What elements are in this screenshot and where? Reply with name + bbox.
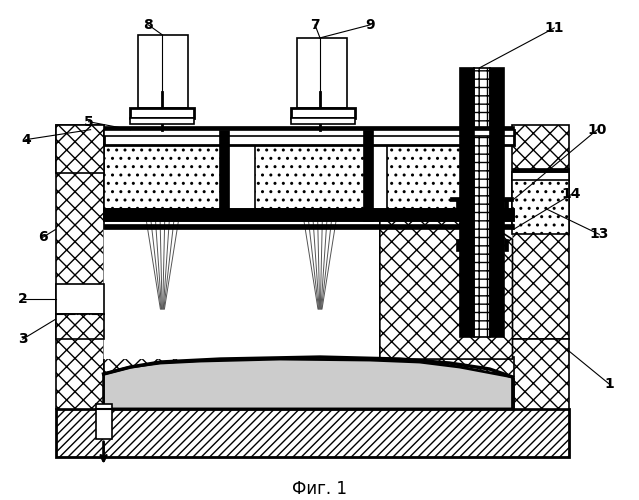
- Text: 13: 13: [590, 228, 609, 241]
- Bar: [104, 144, 221, 210]
- Polygon shape: [380, 210, 512, 359]
- Bar: [104, 126, 514, 130]
- Bar: [512, 124, 569, 339]
- Bar: [130, 108, 194, 118]
- Bar: [512, 339, 569, 409]
- Bar: [104, 130, 514, 144]
- Bar: [504, 198, 514, 202]
- Text: 1: 1: [604, 377, 614, 391]
- Bar: [489, 68, 504, 337]
- Bar: [456, 240, 459, 252]
- Text: 7: 7: [310, 18, 320, 32]
- Text: 3: 3: [18, 332, 27, 346]
- Text: 2: 2: [18, 292, 27, 306]
- Polygon shape: [104, 210, 512, 359]
- Bar: [56, 124, 104, 172]
- Bar: [504, 240, 507, 252]
- Bar: [56, 314, 104, 339]
- Bar: [104, 357, 514, 409]
- Bar: [456, 200, 459, 211]
- Bar: [139, 35, 189, 108]
- Bar: [56, 284, 104, 314]
- Text: 14: 14: [562, 188, 581, 202]
- Bar: [512, 174, 569, 234]
- Bar: [104, 379, 514, 409]
- Bar: [450, 198, 459, 202]
- Bar: [104, 210, 514, 222]
- Bar: [504, 200, 507, 211]
- Bar: [297, 38, 347, 108]
- Polygon shape: [104, 359, 512, 409]
- Bar: [56, 124, 104, 409]
- Text: 10: 10: [588, 122, 607, 136]
- Bar: [512, 172, 569, 179]
- Text: 5: 5: [84, 114, 93, 128]
- Bar: [291, 118, 355, 124]
- Bar: [96, 404, 112, 439]
- Bar: [130, 118, 194, 124]
- Bar: [219, 130, 229, 222]
- Bar: [104, 130, 514, 136]
- Bar: [459, 68, 473, 337]
- Bar: [387, 144, 461, 210]
- Bar: [473, 68, 489, 337]
- Text: 8: 8: [144, 18, 153, 32]
- Bar: [512, 168, 569, 172]
- Text: 9: 9: [365, 18, 374, 32]
- Bar: [56, 409, 569, 457]
- Bar: [291, 108, 355, 118]
- Bar: [363, 130, 373, 222]
- Text: Фиг. 1: Фиг. 1: [291, 480, 346, 498]
- Text: 4: 4: [21, 132, 31, 146]
- Bar: [104, 224, 514, 230]
- Text: 6: 6: [38, 230, 47, 244]
- Bar: [255, 144, 365, 210]
- Text: 11: 11: [544, 21, 564, 35]
- Bar: [104, 210, 514, 222]
